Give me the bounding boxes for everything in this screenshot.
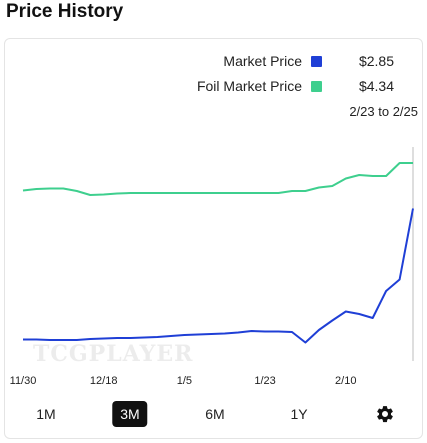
x-tick-label: 11/30 [9, 375, 37, 387]
price-history-card: Market Price $2.85 Foil Market Price $4.… [4, 38, 423, 439]
legend-value-market-price: $2.85 [358, 53, 394, 69]
x-tick-label: 1/23 [254, 375, 276, 387]
legend-market-price: Market Price $2.85 [223, 51, 394, 71]
gear-icon[interactable] [375, 404, 395, 424]
range-button-1y[interactable]: 1Y [290, 406, 308, 422]
x-tick-label: 12/18 [89, 375, 118, 387]
x-tick-label: 1/5 [176, 375, 193, 387]
price-chart: TCGPLAYER [22, 147, 414, 367]
page-title: Price History [6, 1, 124, 22]
legend-label-foil-market-price: Foil Market Price [196, 78, 302, 94]
series-line-market-price [23, 208, 414, 344]
legend-label-market-price: Market Price [223, 53, 302, 69]
date-range-label: 2/23 to 2/25 [349, 104, 418, 119]
legend-swatch-foil-market-price [311, 80, 322, 92]
legend-swatch-market-price [311, 55, 322, 67]
legend-value-foil-market-price: $4.34 [358, 78, 394, 94]
legend-foil-market-price: Foil Market Price $4.34 [197, 76, 394, 96]
range-button-3m[interactable]: 3M [112, 401, 148, 427]
range-button-1m[interactable]: 1M [36, 406, 56, 422]
watermark-text: TCGPLAYER [33, 341, 193, 367]
range-button-6m[interactable]: 6M [205, 406, 225, 422]
x-tick-label: 2/10 [335, 375, 357, 387]
series-layer [22, 162, 414, 344]
time-range-selector: 1M 3M 6M 1Y [5, 401, 424, 427]
series-line-foil-market-price [22, 162, 413, 196]
